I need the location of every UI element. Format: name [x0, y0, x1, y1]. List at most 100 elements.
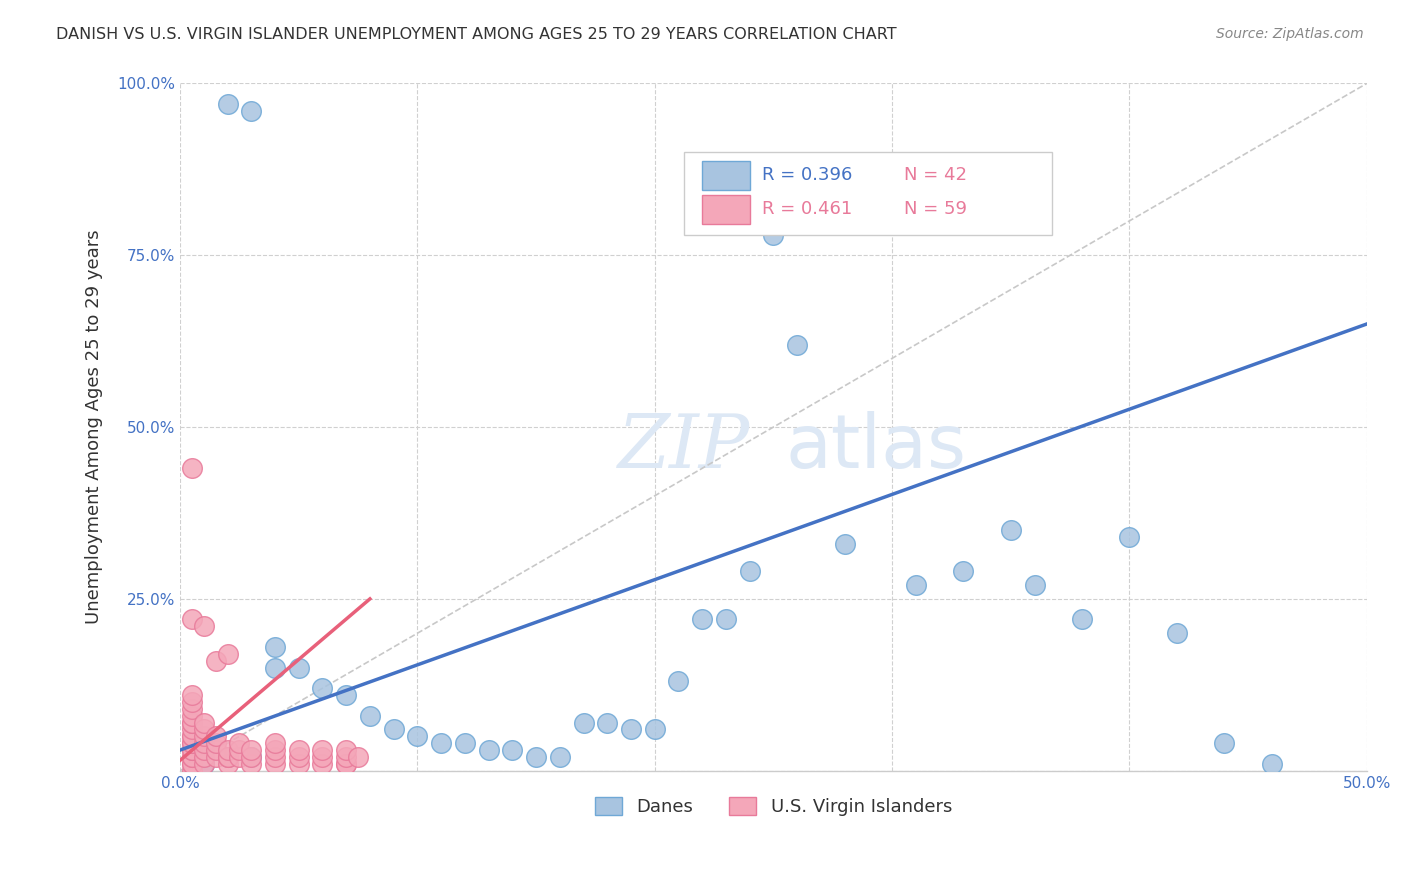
- Point: [714, 613, 737, 627]
- Point: [193, 756, 215, 771]
- Point: [180, 708, 202, 723]
- Point: [1118, 530, 1140, 544]
- Point: [264, 736, 287, 750]
- Text: ZIP: ZIP: [617, 411, 749, 484]
- Point: [240, 103, 263, 118]
- Point: [501, 743, 523, 757]
- Point: [180, 723, 202, 737]
- Point: [454, 736, 477, 750]
- Legend: Danes, U.S. Virgin Islanders: Danes, U.S. Virgin Islanders: [588, 789, 959, 823]
- Text: R = 0.396: R = 0.396: [762, 166, 852, 184]
- Point: [193, 715, 215, 730]
- Point: [1024, 578, 1046, 592]
- Point: [193, 750, 215, 764]
- Point: [217, 743, 239, 757]
- Text: DANISH VS U.S. VIRGIN ISLANDER UNEMPLOYMENT AMONG AGES 25 TO 29 YEARS CORRELATIO: DANISH VS U.S. VIRGIN ISLANDER UNEMPLOYM…: [56, 27, 897, 42]
- Point: [335, 756, 357, 771]
- Point: [382, 723, 405, 737]
- Point: [240, 750, 263, 764]
- Point: [335, 750, 357, 764]
- Point: [217, 756, 239, 771]
- Point: [204, 750, 226, 764]
- Point: [264, 750, 287, 764]
- Point: [228, 736, 250, 750]
- Point: [204, 654, 226, 668]
- Point: [180, 756, 202, 771]
- Text: Source: ZipAtlas.com: Source: ZipAtlas.com: [1216, 27, 1364, 41]
- Point: [193, 723, 215, 737]
- Point: [204, 729, 226, 743]
- Point: [548, 750, 571, 764]
- Point: [204, 743, 226, 757]
- Point: [240, 743, 263, 757]
- Point: [264, 756, 287, 771]
- Point: [180, 729, 202, 743]
- Point: [762, 227, 785, 242]
- Point: [668, 674, 690, 689]
- Y-axis label: Unemployment Among Ages 25 to 29 years: Unemployment Among Ages 25 to 29 years: [86, 230, 103, 624]
- Point: [217, 750, 239, 764]
- Point: [264, 640, 287, 654]
- Text: N = 59: N = 59: [904, 200, 967, 219]
- Point: [311, 681, 333, 696]
- Point: [287, 756, 309, 771]
- Point: [228, 750, 250, 764]
- Point: [952, 565, 974, 579]
- Point: [180, 729, 202, 743]
- Point: [217, 97, 239, 112]
- Point: [1000, 523, 1022, 537]
- Point: [193, 743, 215, 757]
- Point: [690, 613, 713, 627]
- Point: [180, 695, 202, 709]
- Text: R = 0.461: R = 0.461: [762, 200, 852, 219]
- Point: [335, 743, 357, 757]
- Point: [644, 723, 666, 737]
- Point: [180, 756, 202, 771]
- Point: [406, 729, 429, 743]
- Point: [180, 764, 202, 778]
- Point: [1071, 613, 1094, 627]
- Point: [1213, 736, 1236, 750]
- Point: [180, 715, 202, 730]
- Point: [287, 750, 309, 764]
- FancyBboxPatch shape: [702, 195, 749, 224]
- Point: [430, 736, 453, 750]
- Point: [264, 660, 287, 674]
- Point: [287, 660, 309, 674]
- Point: [204, 736, 226, 750]
- Point: [193, 736, 215, 750]
- Point: [180, 736, 202, 750]
- Point: [1261, 756, 1284, 771]
- Point: [596, 715, 619, 730]
- FancyBboxPatch shape: [685, 153, 1052, 235]
- Point: [193, 750, 215, 764]
- Point: [524, 750, 547, 764]
- Point: [217, 750, 239, 764]
- Point: [240, 750, 263, 764]
- Text: N = 42: N = 42: [904, 166, 967, 184]
- Point: [180, 715, 202, 730]
- Point: [359, 708, 381, 723]
- Point: [180, 743, 202, 757]
- FancyBboxPatch shape: [702, 161, 749, 190]
- Point: [180, 461, 202, 475]
- Point: [620, 723, 643, 737]
- Point: [478, 743, 501, 757]
- Point: [335, 756, 357, 771]
- Point: [193, 729, 215, 743]
- Point: [217, 750, 239, 764]
- Point: [834, 537, 856, 551]
- Point: [311, 743, 333, 757]
- Point: [572, 715, 595, 730]
- Point: [180, 750, 202, 764]
- Point: [193, 756, 215, 771]
- Point: [217, 750, 239, 764]
- Point: [180, 743, 202, 757]
- Text: atlas: atlas: [786, 411, 966, 484]
- Point: [786, 337, 808, 351]
- Point: [1166, 626, 1188, 640]
- Point: [193, 619, 215, 633]
- Point: [347, 750, 370, 764]
- Point: [180, 613, 202, 627]
- Point: [311, 756, 333, 771]
